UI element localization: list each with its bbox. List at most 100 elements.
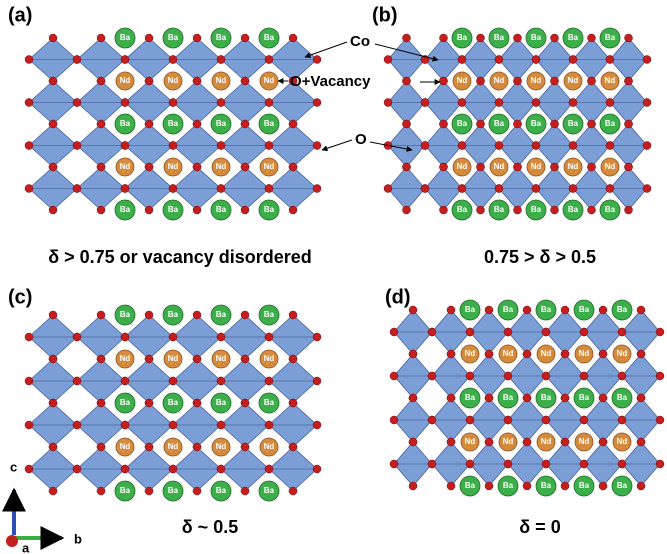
- atom-label: Nd: [457, 162, 468, 171]
- atom-label: Ba: [264, 310, 275, 319]
- atom-label: Ba: [579, 393, 590, 402]
- atom-label: Nd: [568, 76, 579, 85]
- atom-label: Nd: [568, 162, 579, 171]
- atom-label: Ba: [494, 119, 505, 128]
- atom-label: Ba: [120, 33, 131, 42]
- oxygen: [217, 421, 225, 429]
- oxygen: [569, 142, 577, 150]
- atom-label: Ba: [541, 481, 552, 490]
- oxygen: [504, 460, 512, 468]
- oxygen: [121, 142, 129, 150]
- oxygen: [440, 163, 448, 171]
- oxygen: [241, 487, 249, 495]
- atom-label: Ba: [216, 119, 227, 128]
- oxygen: [606, 99, 614, 107]
- oxygen: [403, 120, 411, 128]
- oxygen: [485, 394, 493, 402]
- oxygen: [289, 443, 297, 451]
- oxygen: [477, 120, 485, 128]
- oxygen: [145, 487, 153, 495]
- oxygen: [145, 399, 153, 407]
- atom-label: Ba: [494, 205, 505, 214]
- oxygen: [193, 311, 201, 319]
- oxygen: [542, 416, 550, 424]
- oxygen: [643, 56, 651, 64]
- oxygen: [73, 185, 81, 193]
- oxygen: [599, 394, 607, 402]
- oxygen: [25, 142, 33, 150]
- oxygen: [313, 99, 321, 107]
- oxygen: [466, 460, 474, 468]
- oxygen: [121, 377, 129, 385]
- oxygen: [625, 163, 633, 171]
- oxygen: [73, 333, 81, 341]
- axis-label: c: [10, 459, 17, 474]
- atom-label: Nd: [605, 162, 616, 171]
- oxygen: [145, 311, 153, 319]
- oxygen: [97, 487, 105, 495]
- atom-label: Ba: [568, 33, 579, 42]
- oxygen: [523, 482, 531, 490]
- oxygen: [25, 99, 33, 107]
- caption: δ > 0.75 or vacancy disordered: [48, 247, 312, 267]
- atom-label: Ba: [264, 205, 275, 214]
- oxygen: [477, 77, 485, 85]
- oxygen: [97, 34, 105, 42]
- annotation: O+Vacancy: [290, 73, 371, 90]
- atom-label: Nd: [168, 162, 179, 171]
- oxygen: [599, 306, 607, 314]
- atom-label: Ba: [541, 305, 552, 314]
- oxygen: [313, 421, 321, 429]
- atom-label: Ba: [617, 481, 628, 490]
- oxygen: [49, 163, 57, 171]
- oxygen: [504, 372, 512, 380]
- oxygen: [477, 163, 485, 171]
- oxygen: [606, 142, 614, 150]
- atom-label: Nd: [494, 162, 505, 171]
- oxygen: [580, 416, 588, 424]
- oxygen: [504, 328, 512, 336]
- oxygen: [532, 142, 540, 150]
- oxygen: [313, 465, 321, 473]
- atom-label: Ba: [605, 33, 616, 42]
- oxygen: [458, 99, 466, 107]
- oxygen: [637, 306, 645, 314]
- oxygen: [428, 460, 436, 468]
- atom-label: Nd: [216, 354, 227, 363]
- oxygen: [265, 465, 273, 473]
- oxygen: [485, 438, 493, 446]
- oxygen: [265, 99, 273, 107]
- oxygen: [466, 328, 474, 336]
- atom-label: Nd: [216, 76, 227, 85]
- atom-label: Ba: [216, 205, 227, 214]
- oxygen: [49, 311, 57, 319]
- oxygen: [409, 350, 417, 358]
- oxygen: [523, 438, 531, 446]
- oxygen: [193, 355, 201, 363]
- oxygen: [97, 206, 105, 214]
- oxygen: [551, 206, 559, 214]
- annotation: O: [355, 131, 367, 148]
- oxygen: [599, 350, 607, 358]
- atom-label: Ba: [579, 481, 590, 490]
- atom-label: Nd: [264, 162, 275, 171]
- atom-label: Ba: [617, 393, 628, 402]
- atom-label: Ba: [120, 119, 131, 128]
- oxygen: [542, 460, 550, 468]
- oxygen: [73, 377, 81, 385]
- oxygen: [265, 142, 273, 150]
- atom-label: Ba: [264, 119, 275, 128]
- oxygen: [193, 34, 201, 42]
- arrow: [322, 140, 352, 150]
- oxygen: [169, 377, 177, 385]
- oxygen: [265, 333, 273, 341]
- oxygen: [145, 206, 153, 214]
- arrow: [305, 42, 347, 57]
- oxygen: [289, 311, 297, 319]
- oxygen: [495, 142, 503, 150]
- oxygen: [466, 372, 474, 380]
- oxygen: [390, 416, 398, 424]
- oxygen: [637, 394, 645, 402]
- oxygen: [637, 438, 645, 446]
- oxygen: [599, 438, 607, 446]
